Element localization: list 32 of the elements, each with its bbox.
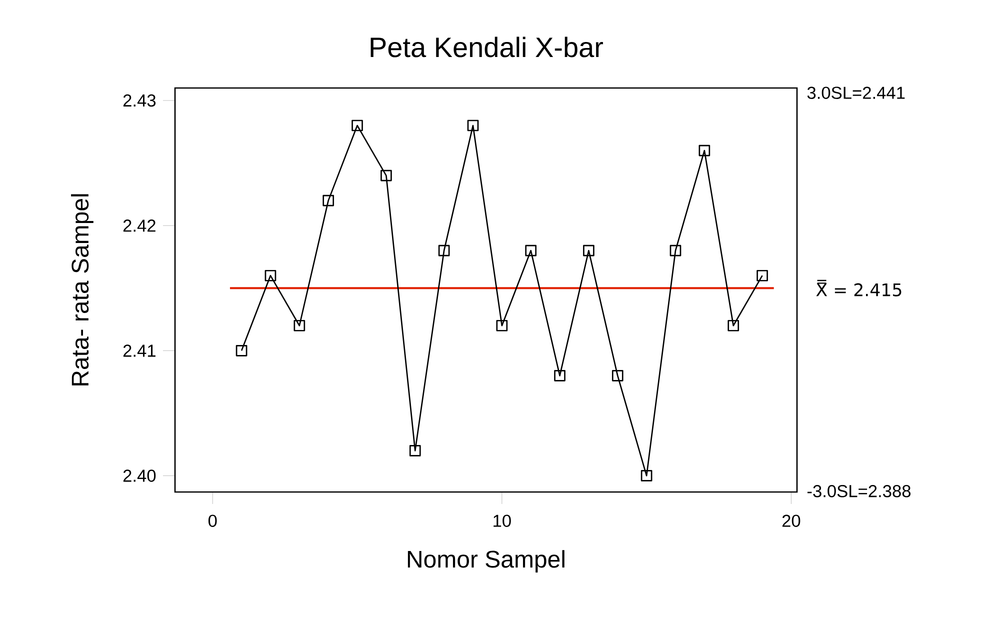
x-tick-label: 20: [782, 514, 800, 527]
y-tick-label: 2.43: [123, 94, 156, 107]
point: [612, 370, 624, 382]
y-tick-label: 2.41: [123, 344, 156, 357]
point: [380, 170, 392, 182]
point: [670, 244, 682, 256]
x-tick-label: 10: [494, 514, 511, 527]
text: 3.0SL=2.441: [807, 86, 905, 99]
point: [583, 244, 594, 256]
y-axis-title: Rata- rata Sampel: [71, 194, 94, 386]
point: [467, 120, 479, 132]
point: [236, 344, 248, 356]
point: [496, 320, 508, 332]
ref-line-label: X̿ = 2.415: [816, 280, 902, 296]
point: [352, 120, 363, 132]
point: [525, 244, 537, 256]
text: -3.0SL=2.388: [807, 485, 911, 498]
point: [640, 470, 652, 482]
point: [322, 194, 334, 206]
x-tick-label: 0: [208, 514, 217, 527]
point: [728, 320, 740, 332]
point: [554, 370, 566, 382]
point: [438, 244, 450, 256]
point: [409, 445, 421, 456]
point: [294, 320, 306, 332]
point: [756, 270, 768, 282]
chart-title: Peta Kendali X-bar: [370, 36, 603, 58]
point: [698, 144, 710, 156]
point: [264, 270, 276, 282]
y-tick-label: 2.40: [123, 470, 156, 482]
x-axis-title: Nomor Sampel: [408, 550, 564, 572]
y-tick-label: 2.42: [123, 220, 156, 232]
